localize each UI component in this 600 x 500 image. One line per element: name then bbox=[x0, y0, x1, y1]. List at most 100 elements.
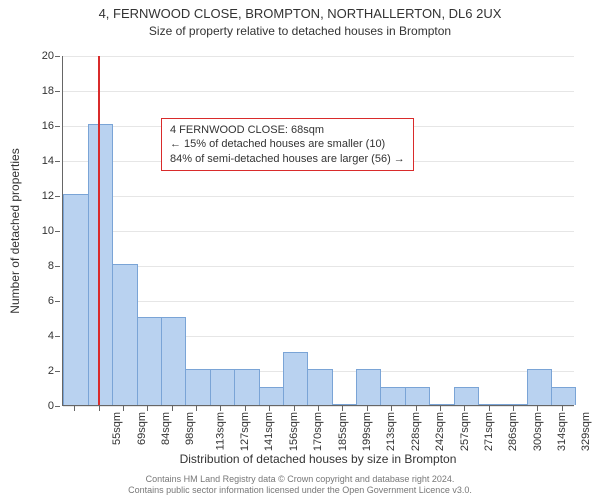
x-tick-mark bbox=[416, 406, 417, 411]
x-tick-mark bbox=[123, 406, 124, 411]
y-tick-label: 6 bbox=[4, 295, 54, 307]
histogram-bar bbox=[429, 404, 454, 405]
y-tick-label: 12 bbox=[4, 190, 54, 202]
annotation-line: ← 15% of detached houses are smaller (10… bbox=[170, 137, 405, 151]
histogram-bar bbox=[161, 317, 186, 406]
y-tick-mark bbox=[55, 126, 60, 127]
y-tick-label: 0 bbox=[4, 400, 54, 412]
histogram-bar bbox=[405, 387, 430, 406]
histogram-bar bbox=[210, 369, 235, 405]
x-tick-label: 98sqm bbox=[184, 412, 196, 445]
plot-area: 4 FERNWOOD CLOSE: 68sqm← 15% of detached… bbox=[62, 56, 574, 406]
histogram-bar bbox=[112, 264, 137, 405]
x-tick-label: 329sqm bbox=[581, 412, 593, 451]
annotation-line: 84% of semi-detached houses are larger (… bbox=[170, 152, 405, 166]
x-tick-label: 228sqm bbox=[410, 412, 422, 451]
histogram-bar bbox=[307, 369, 332, 405]
y-axis: 02468101214161820 bbox=[0, 56, 60, 406]
x-tick-mark bbox=[318, 406, 319, 411]
x-tick-label: 271sqm bbox=[483, 412, 495, 451]
histogram-bar bbox=[454, 387, 479, 406]
histogram-bar bbox=[283, 352, 308, 406]
chart-subtitle: Size of property relative to detached ho… bbox=[0, 24, 600, 38]
x-tick-mark bbox=[294, 406, 295, 411]
x-tick-label: 127sqm bbox=[239, 412, 251, 451]
x-tick-label: 141sqm bbox=[264, 412, 276, 451]
x-tick-label: 286sqm bbox=[507, 412, 519, 451]
y-tick-mark bbox=[55, 266, 60, 267]
x-tick-label: 55sqm bbox=[111, 412, 123, 445]
x-tick-mark bbox=[99, 406, 100, 411]
histogram-bar bbox=[137, 317, 162, 406]
x-tick-label: 257sqm bbox=[459, 412, 471, 451]
y-tick-mark bbox=[55, 406, 60, 407]
y-tick-label: 14 bbox=[4, 155, 54, 167]
y-tick-mark bbox=[55, 56, 60, 57]
gridline bbox=[63, 91, 574, 92]
annotation-line: 4 FERNWOOD CLOSE: 68sqm bbox=[170, 123, 405, 137]
gridline bbox=[63, 301, 574, 302]
y-tick-mark bbox=[55, 301, 60, 302]
x-tick-mark bbox=[220, 406, 221, 411]
x-tick-mark bbox=[489, 406, 490, 411]
x-tick-mark bbox=[367, 406, 368, 411]
x-tick-label: 113sqm bbox=[214, 412, 226, 450]
y-tick-label: 4 bbox=[4, 330, 54, 342]
x-tick-label: 300sqm bbox=[532, 412, 544, 451]
histogram-bar bbox=[356, 369, 381, 405]
gridline bbox=[63, 231, 574, 232]
histogram-bar bbox=[63, 194, 88, 405]
x-tick-mark bbox=[342, 406, 343, 411]
y-tick-mark bbox=[55, 371, 60, 372]
x-tick-label: 156sqm bbox=[288, 412, 300, 451]
x-tick-mark bbox=[269, 406, 270, 411]
histogram-bar bbox=[502, 404, 527, 405]
histogram-bar bbox=[234, 369, 259, 405]
chart-title: 4, FERNWOOD CLOSE, BROMPTON, NORTHALLERT… bbox=[0, 6, 600, 21]
y-tick-mark bbox=[55, 196, 60, 197]
x-tick-label: 314sqm bbox=[556, 412, 568, 451]
x-tick-label: 199sqm bbox=[361, 412, 373, 451]
histogram-bar bbox=[551, 387, 576, 406]
chart-root: 4, FERNWOOD CLOSE, BROMPTON, NORTHALLERT… bbox=[0, 0, 600, 500]
histogram-bar bbox=[259, 387, 284, 406]
y-tick-mark bbox=[55, 91, 60, 92]
annotation-box: 4 FERNWOOD CLOSE: 68sqm← 15% of detached… bbox=[161, 118, 414, 171]
x-tick-mark bbox=[172, 406, 173, 411]
footer-line1: Contains HM Land Registry data © Crown c… bbox=[0, 474, 600, 485]
y-tick-mark bbox=[55, 231, 60, 232]
x-tick-mark bbox=[391, 406, 392, 411]
histogram-bar bbox=[380, 387, 405, 406]
histogram-bar bbox=[332, 404, 357, 405]
y-tick-mark bbox=[55, 161, 60, 162]
x-tick-label: 242sqm bbox=[434, 412, 446, 451]
x-tick-mark bbox=[464, 406, 465, 411]
x-tick-label: 69sqm bbox=[136, 412, 148, 445]
histogram-bar bbox=[527, 369, 552, 405]
x-tick-label: 170sqm bbox=[312, 412, 324, 451]
y-tick-label: 8 bbox=[4, 260, 54, 272]
histogram-bar bbox=[88, 124, 113, 405]
y-tick-label: 20 bbox=[4, 50, 54, 62]
y-tick-label: 18 bbox=[4, 85, 54, 97]
x-tick-label: 213sqm bbox=[386, 412, 398, 451]
gridline bbox=[63, 56, 574, 57]
footer-line2: Contains public sector information licen… bbox=[0, 485, 600, 496]
x-tick-mark bbox=[245, 406, 246, 411]
x-tick-mark bbox=[440, 406, 441, 411]
x-tick-mark bbox=[537, 406, 538, 411]
y-tick-mark bbox=[55, 336, 60, 337]
y-tick-label: 16 bbox=[4, 120, 54, 132]
histogram-bar bbox=[185, 369, 210, 405]
y-tick-label: 10 bbox=[4, 225, 54, 237]
footer-credits: Contains HM Land Registry data © Crown c… bbox=[0, 474, 600, 496]
histogram-bar bbox=[478, 404, 503, 405]
x-tick-mark bbox=[74, 406, 75, 411]
gridline bbox=[63, 266, 574, 267]
gridline bbox=[63, 196, 574, 197]
x-tick-mark bbox=[196, 406, 197, 411]
property-marker-line bbox=[98, 56, 100, 405]
x-tick-label: 84sqm bbox=[160, 412, 172, 445]
x-tick-mark bbox=[562, 406, 563, 411]
x-tick-mark bbox=[513, 406, 514, 411]
